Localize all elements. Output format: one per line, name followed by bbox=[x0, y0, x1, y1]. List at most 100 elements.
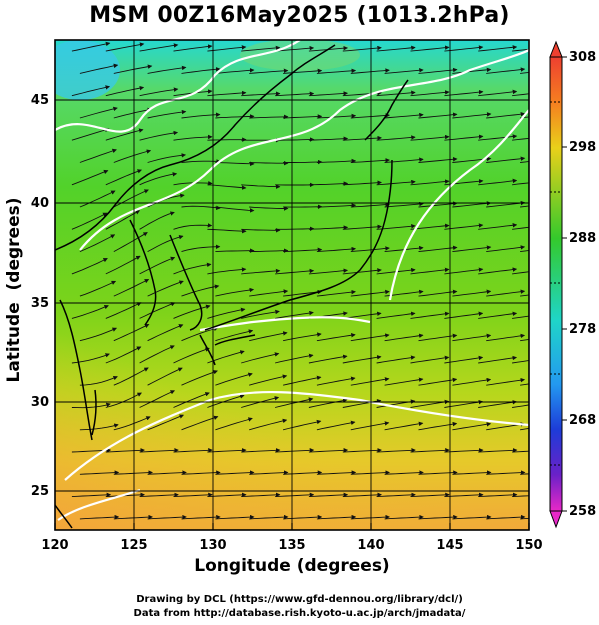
streamline bbox=[376, 179, 416, 186]
streamline bbox=[139, 390, 175, 408]
streamline bbox=[342, 45, 382, 52]
streamline bbox=[173, 134, 213, 141]
streamline bbox=[283, 375, 322, 386]
streamline bbox=[478, 400, 518, 408]
streamline bbox=[215, 514, 255, 520]
streamline bbox=[478, 89, 518, 97]
streamline bbox=[113, 367, 149, 386]
streamline bbox=[139, 87, 179, 97]
streamline bbox=[512, 182, 529, 186]
streamline bbox=[316, 203, 357, 208]
streamline bbox=[241, 268, 281, 275]
streamline bbox=[486, 470, 526, 475]
x-tick-label: 140 bbox=[357, 538, 384, 553]
streamline bbox=[520, 517, 529, 520]
streamline bbox=[79, 190, 116, 208]
streamline bbox=[207, 307, 246, 319]
streamline bbox=[512, 93, 529, 97]
streamline bbox=[350, 289, 390, 297]
streamline bbox=[444, 448, 484, 453]
streamline bbox=[275, 310, 314, 319]
y-tick-label: 40 bbox=[31, 196, 49, 211]
streamline bbox=[274, 353, 314, 364]
streamline bbox=[350, 202, 390, 208]
streamline bbox=[71, 127, 110, 141]
streamline bbox=[249, 248, 289, 253]
streamline bbox=[512, 48, 529, 52]
streamline bbox=[444, 89, 484, 97]
streamline bbox=[384, 112, 424, 119]
streamline bbox=[520, 116, 529, 119]
streamline bbox=[384, 377, 424, 386]
streamline bbox=[444, 178, 484, 186]
streamline bbox=[384, 201, 424, 208]
streamline bbox=[181, 370, 218, 386]
streamline bbox=[173, 492, 213, 498]
streamline bbox=[113, 416, 151, 431]
streamline bbox=[308, 354, 348, 364]
streamline bbox=[452, 245, 492, 253]
streamline bbox=[444, 134, 484, 141]
streamline bbox=[410, 45, 450, 52]
streamline bbox=[241, 448, 281, 453]
streamline bbox=[452, 470, 492, 475]
streamline bbox=[520, 294, 529, 297]
y-tick-label: 25 bbox=[31, 484, 49, 499]
streamline bbox=[342, 448, 382, 453]
streamline bbox=[249, 160, 289, 166]
streamline bbox=[283, 204, 323, 209]
streamline bbox=[520, 161, 529, 163]
streamline bbox=[79, 423, 119, 431]
streamline bbox=[512, 404, 529, 408]
streamline bbox=[215, 68, 255, 74]
streamline bbox=[113, 64, 153, 74]
streamline bbox=[113, 514, 153, 520]
streamline bbox=[342, 311, 382, 319]
streamline bbox=[342, 492, 382, 498]
streamline bbox=[173, 223, 213, 230]
streamline bbox=[71, 304, 109, 319]
streamline bbox=[350, 158, 390, 163]
streamline bbox=[316, 376, 356, 386]
streamline bbox=[105, 85, 145, 97]
streamline bbox=[215, 470, 255, 475]
streamline bbox=[79, 234, 116, 253]
streamline bbox=[376, 135, 416, 141]
streamline bbox=[452, 514, 492, 520]
streamline bbox=[452, 289, 492, 297]
streamline bbox=[478, 45, 518, 52]
streamline bbox=[308, 448, 349, 453]
streamline bbox=[520, 250, 529, 253]
streamline bbox=[139, 172, 178, 186]
streamline bbox=[418, 514, 458, 520]
streamline bbox=[410, 492, 450, 498]
streamline bbox=[207, 448, 247, 453]
streamline bbox=[520, 427, 529, 431]
streamline bbox=[181, 415, 219, 431]
streamline bbox=[350, 514, 390, 520]
streamline bbox=[275, 137, 315, 142]
streamline bbox=[316, 470, 357, 475]
streamline bbox=[342, 224, 382, 230]
map-title: MSM 00Z16May2025 (1013.2hPa) bbox=[89, 3, 510, 28]
streamline bbox=[71, 258, 108, 275]
streamline bbox=[342, 135, 382, 141]
streamline bbox=[71, 212, 108, 230]
streamline bbox=[512, 137, 529, 141]
streamline bbox=[147, 514, 187, 520]
streamline bbox=[181, 205, 221, 211]
streamline bbox=[139, 43, 179, 52]
streamline bbox=[139, 256, 176, 275]
streamline bbox=[71, 41, 111, 52]
streamline bbox=[478, 267, 518, 275]
streamline bbox=[384, 67, 424, 74]
streamline bbox=[181, 326, 219, 342]
streamline bbox=[452, 201, 492, 208]
streamline bbox=[316, 289, 356, 297]
streamline bbox=[444, 267, 484, 275]
streamline bbox=[181, 514, 221, 520]
streamline bbox=[275, 268, 315, 275]
streamline bbox=[139, 492, 179, 498]
streamline bbox=[139, 211, 175, 230]
